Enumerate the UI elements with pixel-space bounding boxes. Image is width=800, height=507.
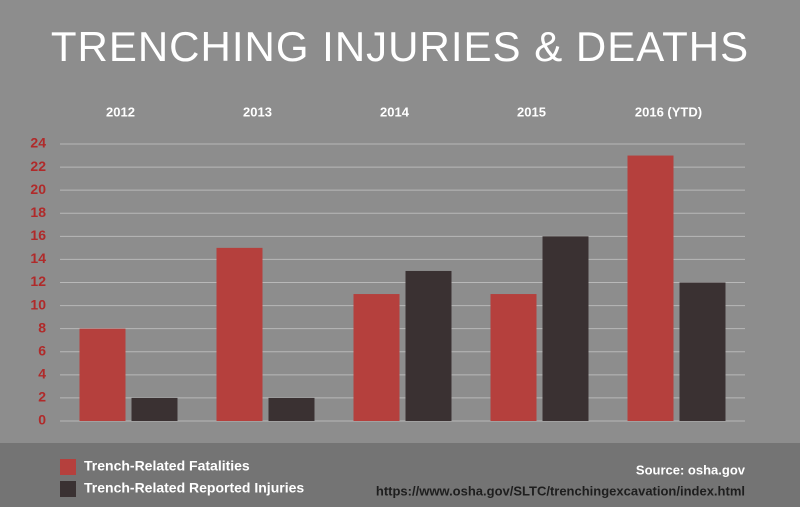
legend-label: Trench-Related Fatalities: [84, 458, 250, 474]
x-tick-label: 2012: [106, 104, 135, 119]
source: Source: osha.gov: [636, 462, 746, 477]
footer-band: [0, 443, 800, 507]
legend-label: Trench-Related Reported Injuries: [84, 480, 304, 496]
bar: [216, 247, 263, 421]
y-tick-label: 2: [38, 389, 46, 405]
y-tick-label: 4: [38, 366, 46, 382]
y-tick-label: 16: [30, 227, 46, 243]
bar: [79, 328, 126, 421]
source-url: https://www.osha.gov/SLTC/trenchingexcav…: [376, 483, 745, 498]
y-tick-label: 18: [30, 204, 46, 220]
x-tick-label: 2016 (YTD): [635, 104, 702, 119]
bar: [542, 236, 589, 421]
x-tick-label: 2013: [243, 104, 272, 119]
x-tick-label: 2014: [380, 104, 410, 119]
bar: [627, 155, 674, 421]
y-tick-label: 24: [30, 135, 46, 151]
legend-swatch: [60, 459, 76, 475]
y-tick-label: 10: [30, 296, 46, 312]
bar: [490, 294, 537, 421]
legend-swatch: [60, 481, 76, 497]
y-tick-label: 8: [38, 319, 46, 335]
y-tick-label: 22: [30, 158, 46, 174]
y-tick-label: 0: [38, 412, 46, 428]
x-tick-label: 2015: [517, 104, 546, 119]
bar: [353, 294, 400, 421]
bar: [679, 282, 726, 421]
chart-title: TRENCHING INJURIES & DEATHS: [51, 23, 749, 70]
bar: [131, 397, 178, 421]
bar: [268, 397, 315, 421]
bar: [405, 270, 452, 421]
y-tick-label: 12: [30, 273, 46, 289]
y-tick-label: 20: [30, 181, 46, 197]
y-tick-label: 14: [30, 250, 46, 266]
y-tick-label: 6: [38, 342, 46, 358]
